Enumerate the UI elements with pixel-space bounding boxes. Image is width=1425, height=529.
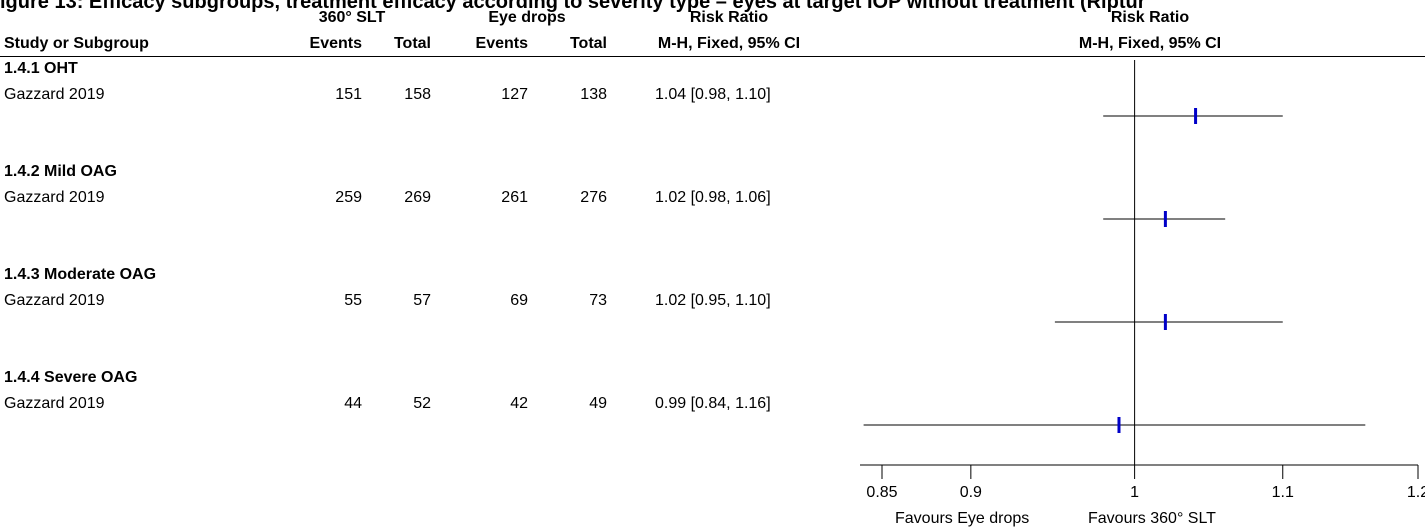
rr-ci-text: 1.02 [0.98, 1.06] [655,189,771,206]
x-tick-label: 1 [1130,484,1139,501]
group1-name: 360° SLT [318,9,386,26]
study-name: Gazzard 2019 [4,189,105,206]
group1-events-header: Events [309,35,362,52]
group1-events: 55 [344,292,362,309]
figure-title: igure 13: Efficacy subgroups, treatment … [0,0,1146,13]
group2-events: 261 [501,189,528,206]
x-tick-label: 0.85 [866,484,897,501]
rr-ci-text: 1.04 [0.98, 1.10] [655,86,771,103]
favours-left-label: Favours Eye drops [895,510,1030,527]
group1-total-header: Total [393,35,431,52]
plot-rr-method-header: M-H, Fixed, 95% CI [1078,35,1222,52]
x-tick-label: 1.1 [1272,484,1294,501]
group2-events: 127 [501,86,528,103]
x-tick-label: 1.2 [1407,484,1425,501]
group2-name: Eye drops [488,9,566,26]
point-estimate-marker [1194,108,1198,124]
subgroup-title-oht: 1.4.1 OHT [4,60,78,77]
group2-total: 138 [580,86,607,103]
favours-right-label: Favours 360° SLT [1088,510,1216,527]
rr-ci-text: 1.02 [0.95, 1.10] [655,292,771,309]
group2-total: 276 [580,189,607,206]
point-estimate-marker [1163,314,1167,330]
subgroup-title-severe-oag: 1.4.4 Severe OAG [4,369,138,386]
group2-events: 42 [510,395,528,412]
rr-ci-text: 0.99 [0.84, 1.16] [655,395,771,412]
point-estimate-marker [1163,211,1167,227]
x-tick-label: 0.9 [960,484,982,501]
group2-total-header: Total [569,35,607,52]
group1-total: 52 [413,395,431,412]
group2-events-header: Events [475,35,528,52]
study-header: Study or Subgroup [4,35,149,52]
subgroup-title-moderate-oag: 1.4.3 Moderate OAG [4,266,157,283]
group1-total: 269 [404,189,431,206]
group1-total: 57 [413,292,431,309]
group1-events: 259 [335,189,362,206]
group2-total: 73 [589,292,607,309]
group1-total: 158 [404,86,431,103]
rr-header-label: Risk Ratio [689,9,769,26]
group1-events: 44 [344,395,362,412]
point-estimate-marker [1117,417,1121,433]
plot-rr-header-label: Risk Ratio [1110,9,1190,26]
group2-events: 69 [510,292,528,309]
study-name: Gazzard 2019 [4,292,105,309]
subgroup-title-mild-oag: 1.4.2 Mild OAG [4,163,117,180]
study-name: Gazzard 2019 [4,395,105,412]
group1-events: 151 [335,86,362,103]
header-rule [0,56,1425,57]
rr-method-header: M-H, Fixed, 95% CI [657,35,801,52]
study-name: Gazzard 2019 [4,86,105,103]
group2-total: 49 [589,395,607,412]
